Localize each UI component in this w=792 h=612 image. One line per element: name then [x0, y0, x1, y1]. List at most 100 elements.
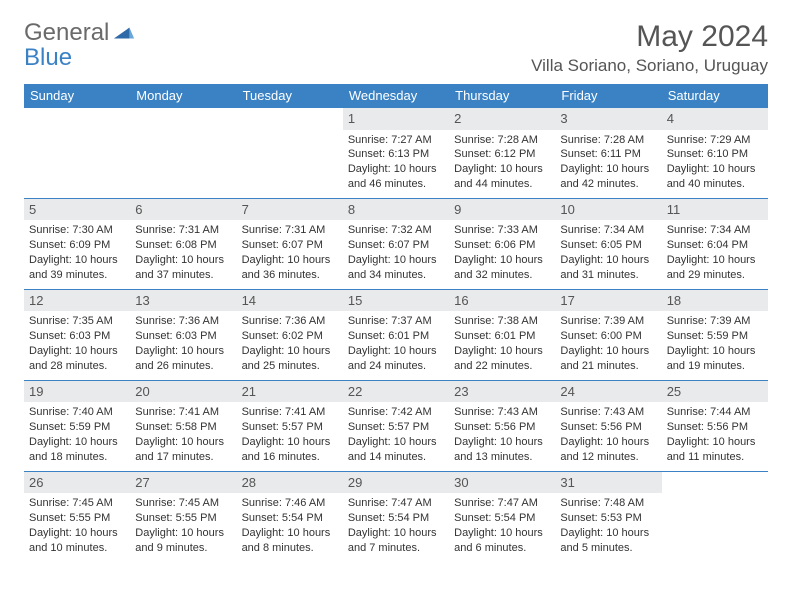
daylight-line: Daylight: 10 hours and 18 minutes.: [29, 435, 125, 465]
day-number: 12: [24, 290, 130, 312]
day-number: 6: [130, 199, 236, 221]
sunrise-line: Sunrise: 7:31 AM: [242, 223, 338, 238]
daylight-line: Daylight: 10 hours and 17 minutes.: [135, 435, 231, 465]
day-cell: 7Sunrise: 7:31 AMSunset: 6:07 PMDaylight…: [237, 198, 343, 289]
sunset-line: Sunset: 5:59 PM: [29, 420, 125, 435]
sunrise-line: Sunrise: 7:31 AM: [135, 223, 231, 238]
calendar-row: 19Sunrise: 7:40 AMSunset: 5:59 PMDayligh…: [24, 380, 768, 471]
sunset-line: Sunset: 6:08 PM: [135, 238, 231, 253]
sunrise-line: Sunrise: 7:37 AM: [348, 314, 444, 329]
sunrise-line: Sunrise: 7:45 AM: [135, 496, 231, 511]
sunset-line: Sunset: 6:10 PM: [667, 147, 763, 162]
sunrise-line: Sunrise: 7:46 AM: [242, 496, 338, 511]
day-cell: 1Sunrise: 7:27 AMSunset: 6:13 PMDaylight…: [343, 108, 449, 199]
sunset-line: Sunset: 6:13 PM: [348, 147, 444, 162]
daylight-line: Daylight: 10 hours and 39 minutes.: [29, 253, 125, 283]
sunrise-line: Sunrise: 7:44 AM: [667, 405, 763, 420]
daylight-line: Daylight: 10 hours and 31 minutes.: [560, 253, 656, 283]
day-cell: 8Sunrise: 7:32 AMSunset: 6:07 PMDaylight…: [343, 198, 449, 289]
month-title: May 2024: [531, 20, 768, 54]
day-number: 3: [555, 108, 661, 130]
sunset-line: Sunset: 6:06 PM: [454, 238, 550, 253]
sunrise-line: Sunrise: 7:41 AM: [242, 405, 338, 420]
day-cell: 14Sunrise: 7:36 AMSunset: 6:02 PMDayligh…: [237, 289, 343, 380]
sunrise-line: Sunrise: 7:29 AM: [667, 133, 763, 148]
day-number: 29: [343, 472, 449, 494]
daylight-line: Daylight: 10 hours and 40 minutes.: [667, 162, 763, 192]
daylight-line: Daylight: 10 hours and 42 minutes.: [560, 162, 656, 192]
day-number: 15: [343, 290, 449, 312]
day-cell: 30 Sunrise: 7:47 AMSunset: 5:54 PMDayligh…: [449, 471, 555, 561]
sunset-line: Sunset: 5:57 PM: [348, 420, 444, 435]
day-cell: 26Sunrise: 7:45 AMSunset: 5:55 PMDayligh…: [24, 471, 130, 561]
daylight-line: Daylight: 10 hours and 11 minutes.: [667, 435, 763, 465]
daylight-line: Daylight: 10 hours and 37 minutes.: [135, 253, 231, 283]
sunset-line: Sunset: 5:57 PM: [242, 420, 338, 435]
sunset-line: Sunset: 6:01 PM: [454, 329, 550, 344]
day-number: 30: [449, 472, 555, 494]
day-number: 27: [130, 472, 236, 494]
day-number: 1: [343, 108, 449, 130]
sunrise-line: Sunrise: 7:35 AM: [29, 314, 125, 329]
sunset-line: Sunset: 6:09 PM: [29, 238, 125, 253]
daylight-line: Daylight: 10 hours and 6 minutes.: [454, 526, 550, 556]
day-cell: 6 Sunrise: 7:31 AMSunset: 6:08 PMDaylight…: [130, 198, 236, 289]
day-cell: 4Sunrise: 7:29 AMSunset: 6:10 PMDaylight…: [662, 108, 768, 199]
calendar-row: 26 Sunrise: 7:45 AM Sunset: 5:55 PM Dayligh…: [24, 471, 768, 561]
day-cell: 20Sunrise: 7:41 AMSunset: 5:58 PMDayligh…: [130, 380, 236, 471]
logo-word-2: Blue: [24, 44, 72, 71]
sunset-line: Sunset: 5:54 PM: [454, 511, 550, 526]
sunset-line: Sunset: 6:03 PM: [135, 329, 231, 344]
day-cell: 15Sunrise: 7:37 AMSunset: 6:01 PMDayligh…: [343, 289, 449, 380]
weekday-header: Friday: [555, 84, 661, 108]
day-number: 5: [24, 199, 130, 221]
sunset-line: Sunset: 6:00 PM: [560, 329, 656, 344]
weekday-header: Sunday: [24, 84, 130, 108]
sunset-line: Sunset: 6:04 PM: [667, 238, 763, 253]
day-number: 24: [555, 381, 661, 403]
day-number: 13: [130, 290, 236, 312]
daylight-line: Daylight: 10 hours and 8 minutes.: [242, 526, 338, 556]
sunrise-line: Sunrise: 7:42 AM: [348, 405, 444, 420]
day-number: 28: [237, 472, 343, 494]
day-cell: 3Sunrise: 7:28 AMSunset: 6:11 PMDaylight…: [555, 108, 661, 199]
sunset-line: Sunset: 6:07 PM: [242, 238, 338, 253]
daylight-line: Daylight: 10 hours and 32 minutes.: [454, 253, 550, 283]
day-cell: 23Sunrise: 7:43 AMSunset: 5:56 PMDayligh…: [449, 380, 555, 471]
day-cell: 27Sunrise: 7:45 AMSunset: 5:55 PMDayligh…: [130, 471, 236, 561]
day-number: 11: [662, 199, 768, 221]
weekday-header: Saturday: [662, 84, 768, 108]
day-number: 9: [449, 199, 555, 221]
day-number: 2: [449, 108, 555, 130]
daylight-line: Daylight: 10 hours and 9 minutes.: [135, 526, 231, 556]
sunrise-line: Sunrise: 7:40 AM: [29, 405, 125, 420]
weekday-header: Thursday: [449, 84, 555, 108]
sunrise-line: Sunrise: 7:39 AM: [667, 314, 763, 329]
day-number: 25: [662, 381, 768, 403]
day-number: 21: [237, 381, 343, 403]
sunset-line: Sunset: 5:55 PM: [29, 511, 125, 526]
logo: GeneralBlue: [24, 20, 136, 70]
day-cell: 29Sunrise: 7:47 AMSunset: 5:54 PMDayligh…: [343, 471, 449, 561]
daylight-line: Daylight: 10 hours and 12 minutes.: [560, 435, 656, 465]
sunset-line: Sunset: 6:05 PM: [560, 238, 656, 253]
sunrise-line: Sunrise: 7:48 AM: [560, 496, 656, 511]
title-block: May 2024 Villa Soriano, Soriano, Uruguay: [531, 20, 768, 76]
empty-cell: .: [237, 108, 343, 199]
sunset-line: Sunset: 5:56 PM: [560, 420, 656, 435]
logo-word-1: General: [24, 19, 109, 46]
day-cell: 11Sunrise: 7:34 AMSunset: 6:04 PMDayligh…: [662, 198, 768, 289]
daylight-line: Daylight: 10 hours and 5 minutes.: [560, 526, 656, 556]
sunrise-line: Sunrise: 7:47 AM: [454, 496, 550, 511]
sunset-line: Sunset: 5:59 PM: [667, 329, 763, 344]
daylight-line: Daylight: 10 hours and 19 minutes.: [667, 344, 763, 374]
day-number: 19: [24, 381, 130, 403]
daylight-line: Daylight: 10 hours and 16 minutes.: [242, 435, 338, 465]
empty-cell: .: [24, 108, 130, 199]
weekday-header: Monday: [130, 84, 236, 108]
header: GeneralBlue May 2024 Villa Soriano, Sori…: [24, 20, 768, 76]
daylight-line: Daylight: 10 hours and 28 minutes.: [29, 344, 125, 374]
sunset-line: Sunset: 6:03 PM: [29, 329, 125, 344]
day-number: 31: [555, 472, 661, 494]
day-number: 26: [24, 472, 130, 494]
